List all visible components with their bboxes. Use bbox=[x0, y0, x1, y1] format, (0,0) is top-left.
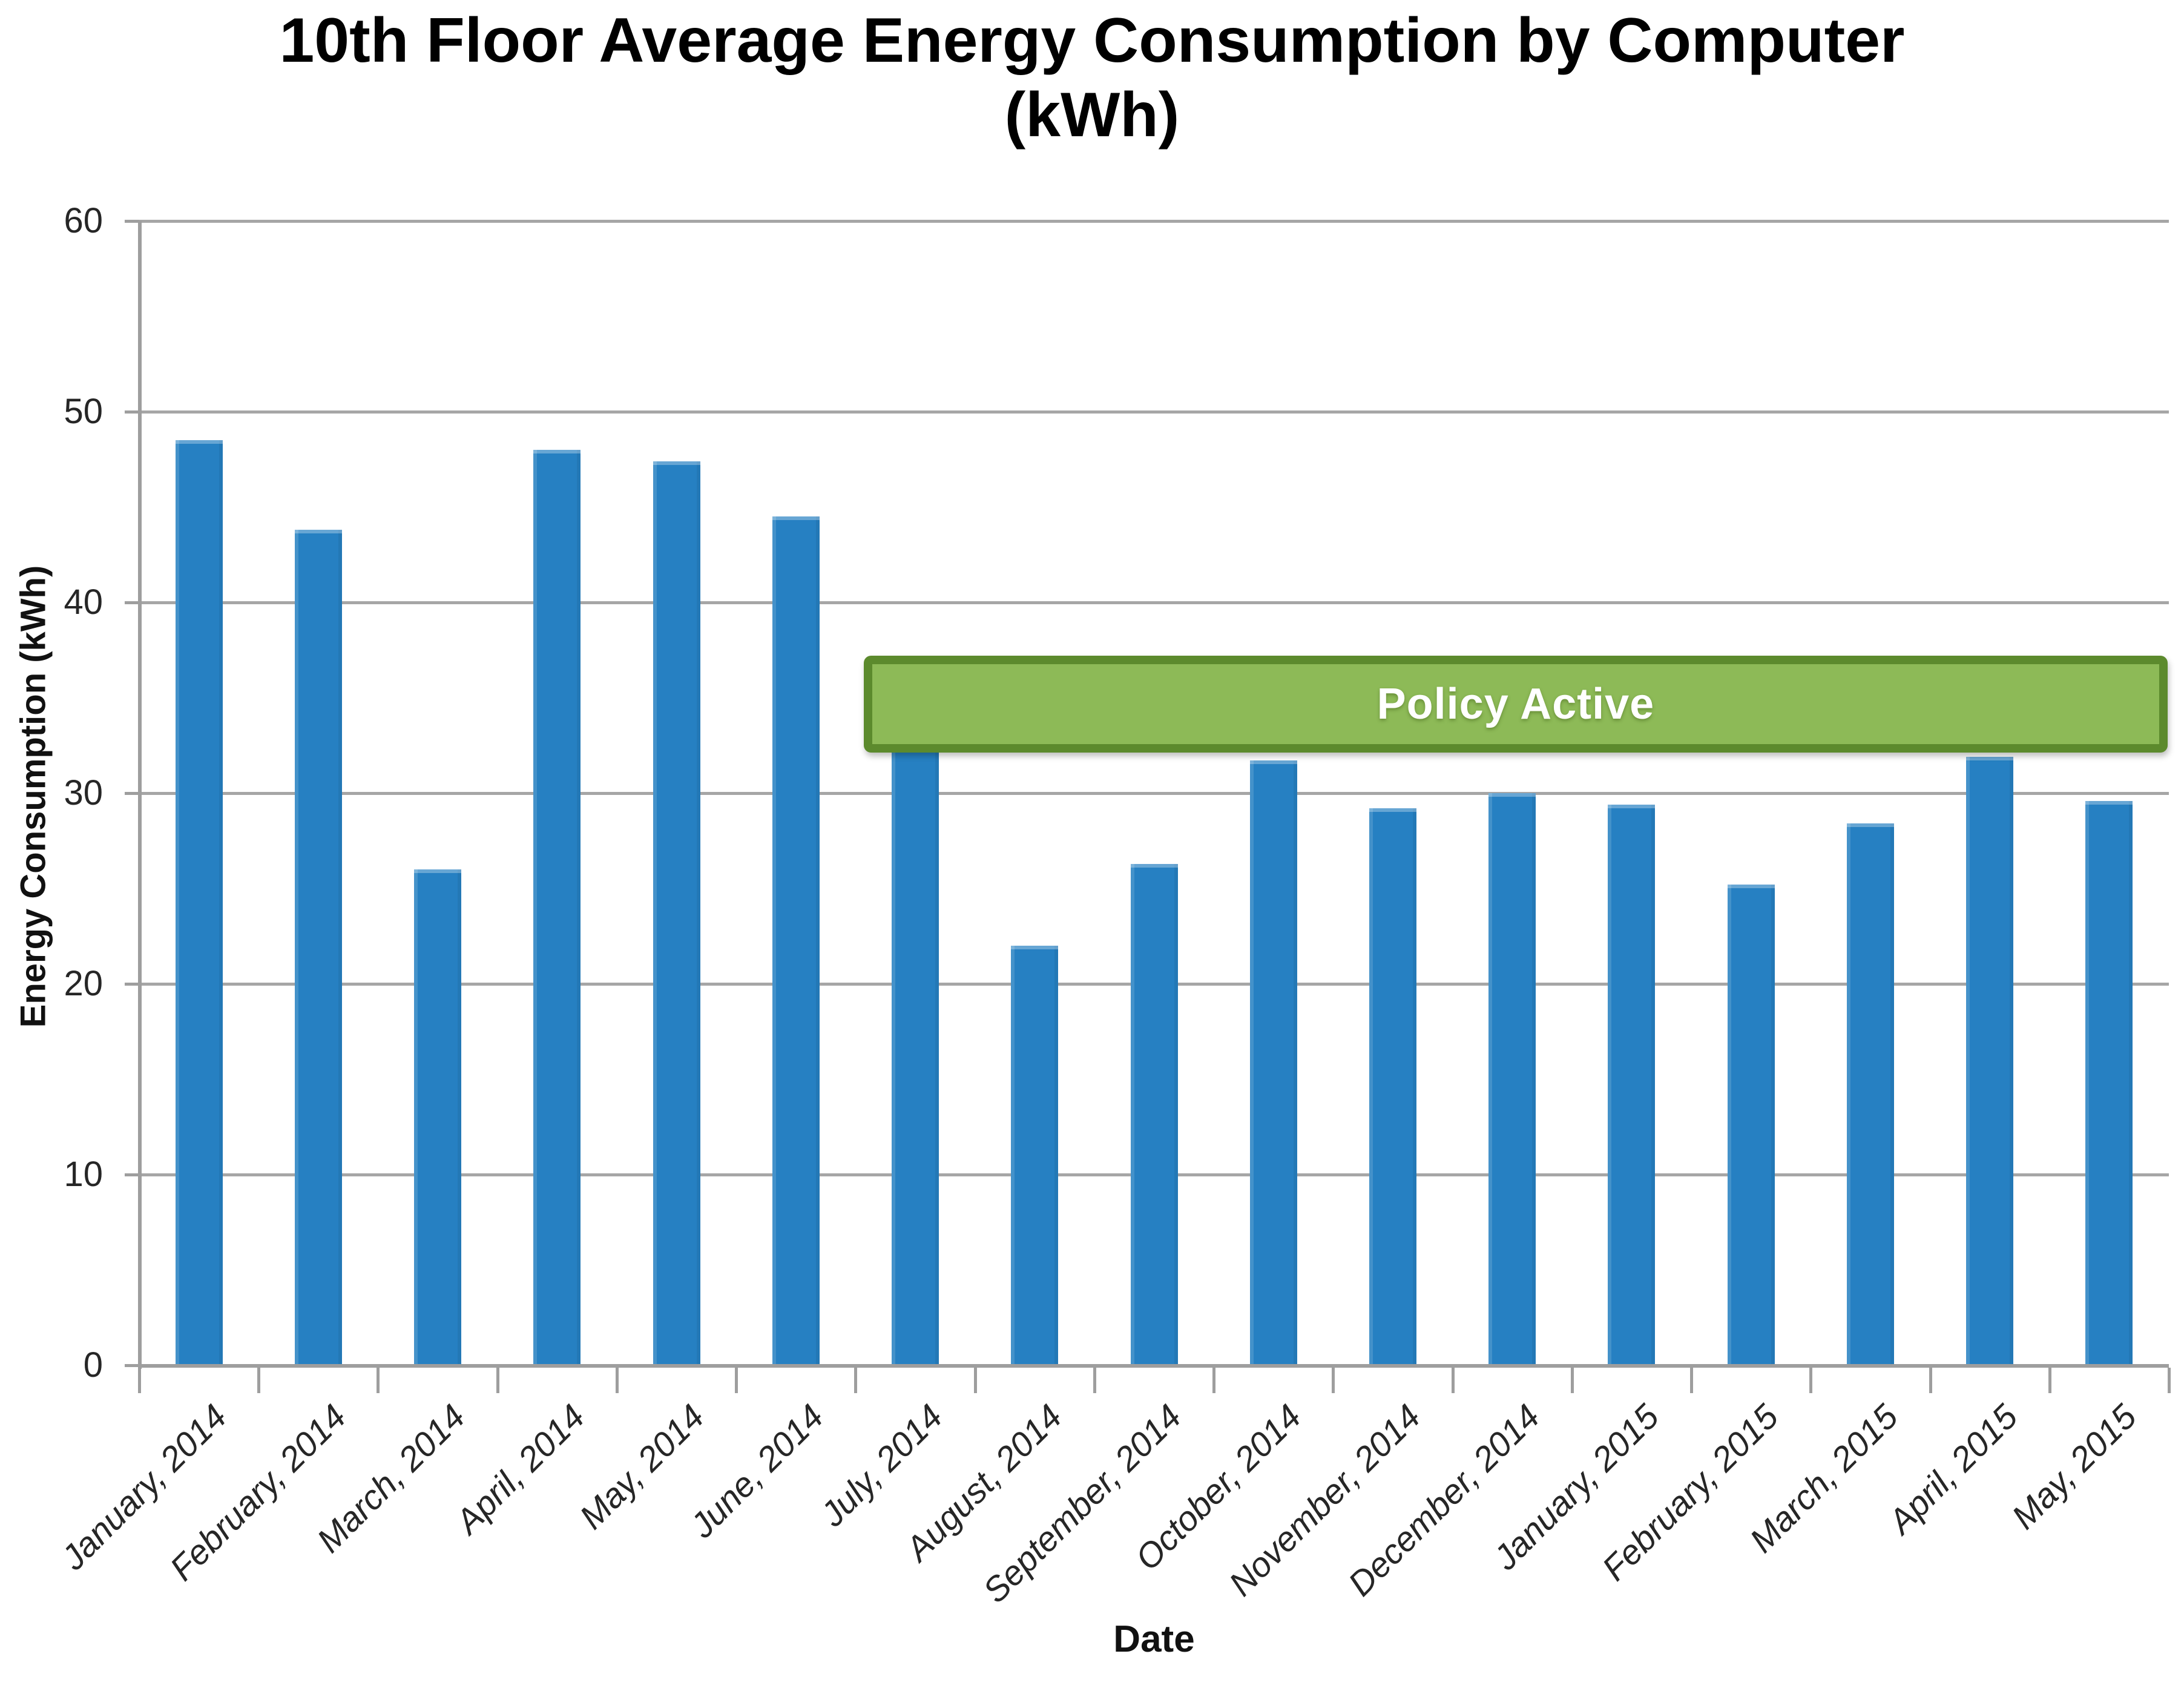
y-tick-label-40: 40 bbox=[64, 582, 103, 622]
bar-january-2014 bbox=[175, 440, 223, 1365]
x-axis-tick-5 bbox=[735, 1368, 738, 1393]
bar-april-2014 bbox=[533, 450, 581, 1365]
policy-active-banner: Policy Active bbox=[864, 656, 2168, 753]
x-axis-tick-4 bbox=[615, 1368, 619, 1393]
y-axis-tick-10 bbox=[125, 1173, 139, 1176]
y-tick-label-30: 30 bbox=[64, 773, 103, 813]
chart-title-line2: (kWh) bbox=[1004, 79, 1180, 150]
y-axis-tick-50 bbox=[125, 410, 139, 414]
gridline-y-40 bbox=[139, 601, 2169, 604]
y-axis-tick-0 bbox=[125, 1364, 139, 1367]
x-axis-tick-14 bbox=[1809, 1368, 1813, 1393]
bar-february-2014 bbox=[294, 530, 342, 1365]
y-tick-label-10: 10 bbox=[64, 1155, 103, 1194]
x-axis-tick-15 bbox=[1929, 1368, 1932, 1393]
bar-may-2015 bbox=[2085, 800, 2133, 1365]
x-axis-tick-8 bbox=[1093, 1368, 1096, 1393]
y-axis-tick-20 bbox=[125, 983, 139, 986]
bar-april-2015 bbox=[1966, 757, 2014, 1365]
y-axis-tick-30 bbox=[125, 792, 139, 795]
x-axis-tick-13 bbox=[1690, 1368, 1694, 1393]
x-axis-tick-1 bbox=[257, 1368, 261, 1393]
bar-january-2015 bbox=[1608, 804, 1656, 1365]
chart-title: 10th Floor Average Energy Consumption by… bbox=[0, 4, 2184, 152]
x-axis-line bbox=[139, 1364, 2169, 1368]
bar-june-2014 bbox=[772, 516, 820, 1365]
gridline-y-60 bbox=[139, 220, 2169, 223]
x-axis-tick-0 bbox=[138, 1368, 141, 1393]
x-axis-tick-7 bbox=[973, 1368, 977, 1393]
x-tick-label-april-2014: April, 2014 bbox=[448, 1397, 593, 1541]
chart-title-line1: 10th Floor Average Energy Consumption by… bbox=[279, 5, 1905, 76]
bar-february-2015 bbox=[1727, 885, 1775, 1365]
y-axis-tick-60 bbox=[125, 220, 139, 223]
bar-november-2014 bbox=[1369, 808, 1416, 1365]
x-tick-label-september-2014: September, 2014 bbox=[976, 1397, 1189, 1610]
bar-march-2014 bbox=[414, 869, 462, 1365]
gridline-y-50 bbox=[139, 410, 2169, 414]
x-axis-tick-2 bbox=[377, 1368, 380, 1393]
x-axis-tick-16 bbox=[2048, 1368, 2051, 1393]
bar-october-2014 bbox=[1249, 760, 1297, 1365]
bar-march-2015 bbox=[1846, 823, 1894, 1365]
bar-september-2014 bbox=[1130, 863, 1178, 1365]
x-axis-tick-9 bbox=[1212, 1368, 1216, 1393]
y-tick-label-20: 20 bbox=[64, 964, 103, 1003]
bar-august-2014 bbox=[1011, 946, 1059, 1365]
x-axis-tick-6 bbox=[854, 1368, 858, 1393]
policy-active-label: Policy Active bbox=[1377, 680, 1655, 729]
x-axis-title: Date bbox=[1113, 1618, 1195, 1660]
gridline-y-30 bbox=[139, 792, 2169, 795]
bar-december-2014 bbox=[1488, 793, 1536, 1365]
bar-july-2014 bbox=[892, 736, 939, 1365]
x-axis-tick-3 bbox=[496, 1368, 499, 1393]
x-tick-label-may-2015: May, 2015 bbox=[2004, 1397, 2145, 1537]
y-axis-line bbox=[138, 221, 142, 1369]
x-tick-label-april-2015: April, 2015 bbox=[1881, 1397, 2025, 1541]
bar-may-2014 bbox=[653, 461, 700, 1365]
y-axis-tick-40 bbox=[125, 601, 139, 604]
x-axis-tick-11 bbox=[1451, 1368, 1455, 1393]
y-tick-label-60: 60 bbox=[64, 201, 103, 240]
x-axis-tick-17 bbox=[2168, 1368, 2171, 1393]
y-tick-label-0: 0 bbox=[83, 1345, 103, 1385]
x-axis-tick-12 bbox=[1570, 1368, 1574, 1393]
y-tick-label-50: 50 bbox=[64, 392, 103, 431]
x-axis-tick-10 bbox=[1332, 1368, 1335, 1393]
